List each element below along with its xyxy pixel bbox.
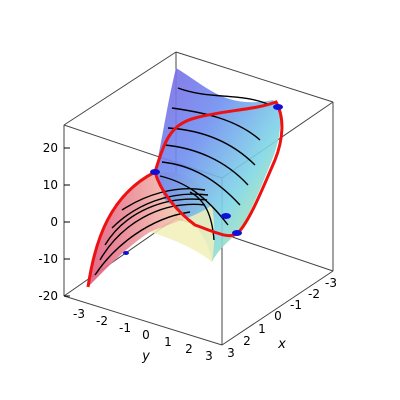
critical-points	[123, 104, 283, 255]
critical-point-marker	[232, 230, 242, 236]
contour-line	[99, 203, 206, 261]
boundary-curve	[86, 100, 284, 288]
z-tick-label: -20	[38, 289, 58, 303]
surface	[88, 68, 281, 287]
contour-line	[164, 144, 249, 186]
critical-point-marker	[273, 104, 283, 110]
critical-point-marker	[150, 169, 160, 175]
x-axis: 3 2 1 0 -1 -2 -3 x	[227, 276, 337, 360]
y-tick-label: 1	[164, 335, 172, 349]
z-tick: 0	[50, 215, 70, 229]
y-tick-label: -2	[96, 314, 108, 328]
surface-right-lobe	[155, 68, 281, 262]
x-tick-label: 2	[243, 334, 251, 348]
contour-lines	[94, 87, 271, 276]
z-tick: -10	[38, 252, 70, 266]
contour-line	[171, 107, 261, 141]
z-tick: -20	[38, 289, 70, 303]
x-tick-label: -3	[325, 276, 337, 290]
contour-line	[94, 211, 191, 276]
y-axis: -3 -2 -1 0 1 2 3 y	[73, 307, 213, 364]
z-tick-label: 20	[43, 141, 58, 155]
box-edge	[175, 51, 334, 103]
z-tick-label: -10	[38, 252, 58, 266]
contour-line	[161, 161, 241, 206]
y-tick-label: -3	[73, 307, 85, 321]
critical-point-marker	[221, 213, 231, 219]
contour-line	[104, 198, 208, 246]
z-axis: 20 10 0 -10 -20	[38, 141, 70, 303]
z-tick: 20	[43, 141, 70, 155]
contour-line	[177, 87, 271, 106]
y-tick-label: 3	[205, 349, 213, 363]
y-tick-label: 0	[142, 328, 150, 342]
box-edge	[221, 270, 334, 346]
z-tick-label: 10	[43, 178, 58, 192]
y-axis-title: y	[141, 349, 150, 364]
x-tick-label: -2	[308, 287, 320, 301]
box-edge	[63, 295, 223, 346]
contour-line	[111, 193, 209, 229]
x-tick-label: 1	[258, 322, 266, 336]
z-tick: 10	[43, 178, 70, 192]
z-tick-label: 0	[50, 215, 58, 229]
x-axis-title: x	[277, 337, 286, 352]
y-tick-label: 2	[185, 342, 193, 356]
critical-point-marker	[123, 251, 129, 255]
y-tick-label: -1	[119, 321, 131, 335]
contour-line	[121, 188, 206, 211]
box-edge	[63, 51, 177, 126]
surface-fold	[150, 205, 215, 262]
x-tick-label: 0	[274, 309, 282, 323]
contour-line	[167, 127, 256, 166]
x-tick-label: 3	[227, 346, 235, 360]
x-tick-label: -1	[290, 298, 302, 312]
